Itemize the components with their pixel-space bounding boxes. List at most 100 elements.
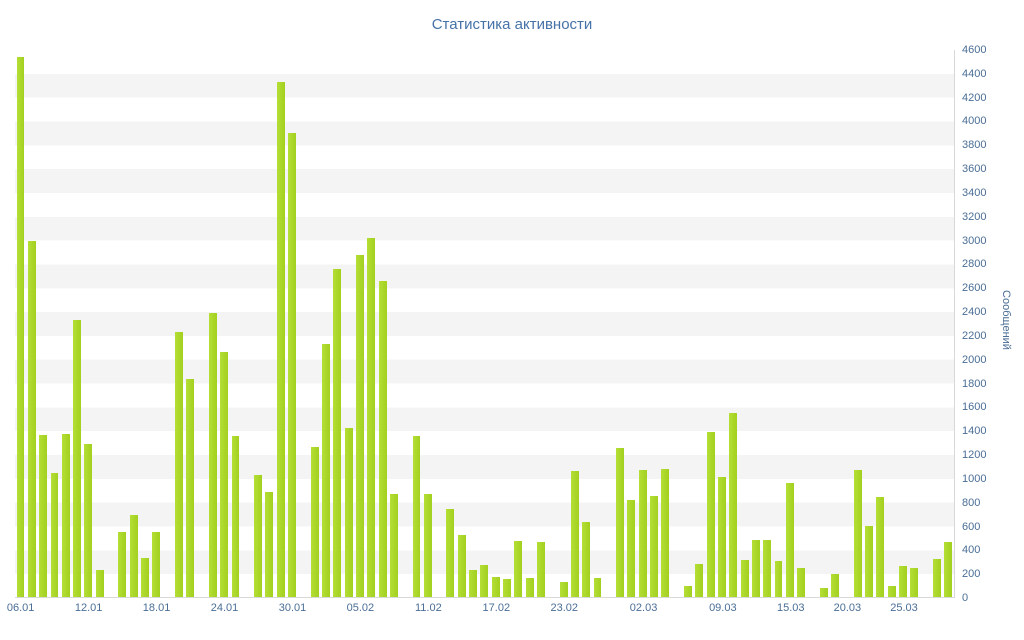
bar[interactable] (446, 509, 455, 597)
y-axis-tick-label: 600 (962, 520, 981, 533)
bar[interactable] (491, 576, 500, 597)
bar[interactable] (695, 563, 704, 597)
bar[interactable] (61, 434, 70, 597)
bar[interactable] (39, 435, 48, 597)
x-axis-label: 23.02 (550, 602, 579, 614)
bar[interactable] (706, 431, 715, 597)
bar[interactable] (932, 558, 941, 597)
y-axis-tick-label: 2000 (962, 353, 987, 366)
bar[interactable] (650, 495, 659, 597)
bar[interactable] (944, 542, 953, 597)
bar[interactable] (220, 352, 229, 597)
bar[interactable] (344, 428, 353, 597)
x-axis-label: 12.01 (74, 602, 103, 614)
bar[interactable] (84, 443, 93, 597)
bar[interactable] (785, 482, 794, 597)
x-axis-label: 17.02 (482, 602, 511, 614)
bar[interactable] (819, 587, 828, 597)
bar[interactable] (480, 564, 489, 597)
bar[interactable] (593, 577, 602, 597)
x-axis-label: 20.03 (833, 602, 862, 614)
chart-title: Статистика активности (431, 16, 593, 33)
bar[interactable] (50, 473, 59, 597)
bar[interactable] (763, 539, 772, 597)
plot-area (15, 50, 955, 598)
bar[interactable] (559, 581, 568, 597)
bar[interactable] (27, 241, 36, 597)
bar[interactable] (95, 569, 104, 597)
bar[interactable] (276, 82, 285, 597)
y-axis-tick-label: 1000 (962, 472, 987, 485)
bar[interactable] (322, 343, 330, 597)
y-axis-tick-label: 2400 (962, 306, 987, 319)
bar[interactable] (141, 557, 149, 597)
y-axis-tick-label: 400 (962, 544, 981, 557)
bar[interactable] (910, 568, 919, 597)
bar[interactable] (174, 331, 183, 597)
bar[interactable] (774, 561, 783, 597)
bar[interactable] (627, 499, 636, 597)
bar[interactable] (899, 566, 907, 597)
x-axis-label: 06.01 (6, 602, 35, 614)
bar[interactable] (457, 535, 466, 597)
x-axis-label: 24.01 (210, 602, 239, 614)
bar[interactable] (423, 493, 432, 597)
y-axis-tick-label: 200 (962, 568, 981, 581)
bar[interactable] (118, 531, 127, 597)
bar[interactable] (514, 541, 523, 597)
bar[interactable] (797, 568, 806, 597)
y-axis-tick-label: 4600 (962, 44, 987, 56)
bar[interactable] (355, 254, 364, 597)
bar[interactable] (152, 531, 161, 597)
y-axis-tick-label: 3600 (962, 163, 987, 176)
bar[interactable] (469, 569, 478, 597)
bar[interactable] (729, 412, 738, 597)
bar[interactable] (887, 586, 896, 597)
bar[interactable] (853, 469, 862, 597)
y-axis-tick-label: 1600 (962, 401, 987, 414)
bar[interactable] (718, 476, 726, 597)
bar[interactable] (231, 436, 240, 597)
bar[interactable] (503, 579, 511, 597)
bar[interactable] (129, 514, 138, 597)
bar[interactable] (412, 436, 421, 597)
bar[interactable] (638, 469, 647, 597)
x-axis-label: 15.03 (777, 602, 805, 614)
bar[interactable] (186, 379, 195, 597)
y-axis-title: Сообщений (1000, 290, 1012, 350)
bar[interactable] (831, 574, 840, 597)
bar[interactable] (254, 474, 263, 597)
bar[interactable] (16, 57, 25, 597)
bar[interactable] (684, 586, 692, 597)
x-axis-label: 11.02 (415, 602, 442, 614)
bar[interactable] (740, 560, 749, 597)
bar[interactable] (536, 542, 545, 597)
y-axis-tick-label: 1200 (962, 449, 987, 462)
bar[interactable] (582, 522, 591, 597)
y-axis-tick-label: 1800 (962, 377, 987, 390)
bar[interactable] (333, 268, 342, 597)
bars-layer (15, 50, 954, 597)
y-axis-tick-label: 0 (962, 592, 969, 604)
bar[interactable] (751, 539, 760, 597)
bar[interactable] (378, 280, 387, 597)
bar[interactable] (73, 319, 82, 597)
x-axis-label: 09.03 (709, 602, 737, 614)
y-axis-tick-label: 2800 (962, 258, 987, 271)
bar[interactable] (661, 468, 670, 597)
bar[interactable] (208, 312, 217, 597)
bar[interactable] (865, 525, 873, 597)
bar[interactable] (616, 448, 625, 597)
y-axis-tick-label: 3200 (962, 210, 987, 223)
bar[interactable] (265, 492, 274, 597)
bar[interactable] (310, 447, 319, 597)
bar[interactable] (288, 133, 296, 597)
bar[interactable] (570, 470, 579, 597)
bar[interactable] (525, 577, 534, 597)
bar[interactable] (876, 497, 885, 597)
bar[interactable] (389, 493, 398, 597)
y-axis-tick-label: 2200 (962, 329, 987, 342)
bar[interactable] (367, 237, 376, 597)
y-axis-tick-label: 4400 (962, 67, 987, 80)
y-axis-tick-label: 4000 (962, 115, 987, 128)
